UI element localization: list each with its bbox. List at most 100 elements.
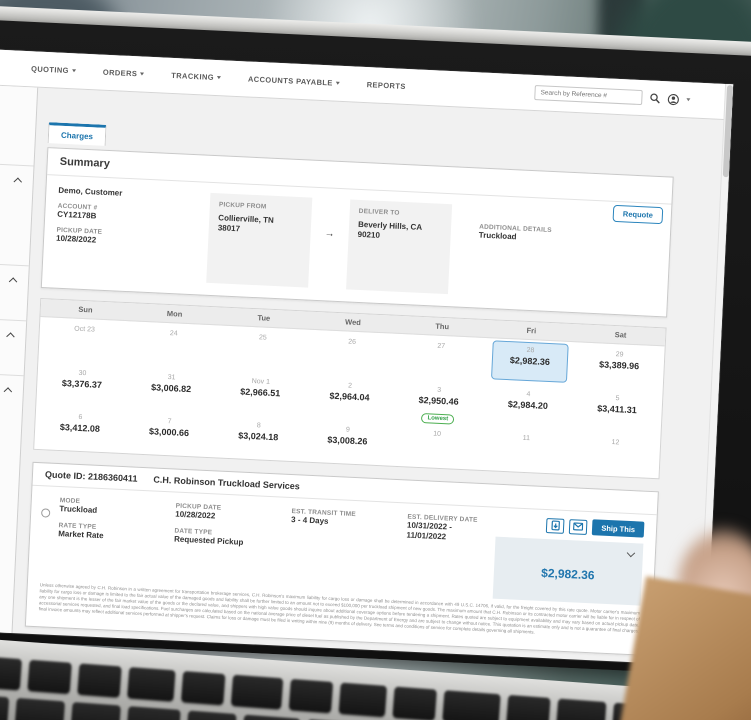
calendar-cell[interactable]: 4 $2,984.20 (482, 382, 573, 431)
page-content: Charges Summary Requote Demo, Customer A… (0, 83, 731, 666)
chevron-up-icon[interactable] (6, 332, 15, 341)
nav-item-quoting[interactable]: QUOTING (31, 64, 76, 75)
nav-item-accounts-payable[interactable]: ACCOUNTS PAYABLE (248, 75, 340, 88)
calendar-cell: 27 (395, 334, 486, 382)
quote-detail-column: EST. TRANSIT TIME 3 - 4 Days (288, 508, 380, 590)
calendar-date: 26 (348, 338, 357, 346)
sidebar-section[interactable] (0, 316, 27, 376)
calendar-date: 10 (433, 430, 442, 438)
quote-details: MODE Truckload RATE TYPE Market Rate PICKUP … (56, 497, 495, 595)
calendar-cell[interactable]: 30 $3,376.37 (36, 361, 127, 410)
quote-radio[interactable] (40, 508, 51, 518)
nav-item-reports[interactable]: REPORTS (366, 80, 405, 91)
deliver-to-box: DELIVER TO Beverly Hills, CA 90210 (346, 199, 453, 295)
keyboard-key (127, 667, 176, 702)
keyboard-key (27, 659, 72, 694)
quote-id: Quote ID: 2186360411 (44, 469, 138, 484)
calendar-cell[interactable]: 28 $2,982.36 (484, 338, 575, 386)
nav-item-label: REPORTS (366, 80, 406, 91)
keyboard-key (126, 706, 181, 720)
keyboard-key (338, 682, 387, 717)
quote-field-value: 10/31/2022 -11/01/2022 (406, 520, 453, 542)
calendar-cell: Oct 23 (38, 317, 129, 365)
calendar-cell[interactable]: 2 $2,964.04 (304, 374, 395, 423)
calendar-cell[interactable]: 3 $2,950.46 Lowest (393, 378, 484, 427)
user-account-icon[interactable] (667, 93, 680, 106)
quote-price-panel: $2,982.36 (492, 536, 644, 606)
calendar-cell[interactable]: 31 $3,006.82 (125, 365, 216, 414)
keyboard-key (14, 697, 65, 720)
keyboard-key (506, 694, 551, 720)
keyboard-key (242, 714, 301, 720)
calendar-cell[interactable]: 5 $3,411.31 (571, 386, 662, 435)
caret-down-icon (71, 69, 76, 73)
calendar-date: Oct 23 (74, 325, 95, 334)
calendar-day-header: Thu (435, 321, 450, 332)
calendar-day-header: Sat (614, 330, 627, 340)
calendar-body: Oct 23 24 25 26 27 28 $2,982.36 29 $3,389.96 30 $3… (34, 317, 665, 478)
email-quote-button[interactable] (569, 518, 588, 535)
lowest-price-badge: Lowest (421, 413, 455, 425)
calendar-cell[interactable]: 6 $3,412.08 (34, 405, 125, 453)
chevron-up-icon[interactable] (13, 177, 22, 187)
keyboard-key (181, 670, 226, 705)
keyboard-key (186, 710, 237, 720)
browser-page: QUOTING ORDERS TRACKING ACCOUNTS PAYABLE REP… (0, 48, 734, 666)
calendar-cell[interactable]: 8 $3,024.18 (213, 413, 304, 461)
caret-down-icon (140, 72, 145, 76)
download-document-button[interactable] (546, 517, 565, 534)
search-icon[interactable] (649, 92, 661, 104)
search-input[interactable] (535, 89, 642, 102)
keyboard-key (442, 690, 501, 720)
pickup-from-label: PICKUP FROM (218, 201, 267, 211)
calendar-day-header: Tue (257, 313, 271, 323)
nav-item-orders[interactable]: ORDERS (103, 68, 145, 79)
quote-card: Quote ID: 2186360411 C.H. Robinson Truck… (24, 461, 659, 657)
calendar-date: 24 (169, 330, 178, 338)
calendar-cell[interactable]: 29 $3,389.96 (573, 342, 664, 390)
main-panel: Charges Summary Requote Demo, Customer A… (12, 88, 731, 666)
calendar-cell[interactable]: 7 $3,000.66 (123, 409, 214, 457)
customer-block: Demo, Customer ACCOUNT # CY12178B PICKUP… (54, 186, 196, 282)
additional-details-block: ADDITIONAL DETAILS Truckload (476, 206, 553, 299)
calendar-date: 27 (437, 342, 446, 351)
ship-this-button[interactable]: Ship This (591, 519, 645, 538)
quote-detail-column: PICKUP DATE 10/28/2022 DATE TYPE Requested … (172, 503, 264, 585)
requote-button[interactable]: Requote (612, 204, 664, 225)
nav-item-label: ACCOUNTS PAYABLE (247, 74, 333, 88)
calendar-cell: 26 (306, 330, 397, 378)
caret-down-icon (216, 76, 222, 80)
calendar-cell[interactable]: Nov 1 $2,966.51 (215, 369, 306, 418)
deliver-to-label: DELIVER TO (358, 207, 400, 217)
tab-charges[interactable]: Charges (47, 122, 107, 146)
calendar-day-header: Wed (344, 317, 362, 328)
quote-detail-column: MODE Truckload RATE TYPE Market Rate (56, 497, 148, 579)
nav-item-tracking[interactable]: TRACKING (171, 70, 222, 82)
chevron-up-icon[interactable] (8, 277, 18, 286)
search-input-wrap (534, 85, 643, 106)
nav-item-label: TRACKING (171, 70, 215, 82)
main-nav: QUOTING ORDERS TRACKING ACCOUNTS PAYABLE REP… (31, 64, 433, 92)
calendar-cell[interactable]: 9 $3,008.26 (302, 418, 393, 466)
document-icon (551, 520, 560, 531)
customer-name: Demo, Customer (58, 185, 123, 198)
sidebar-section[interactable] (0, 161, 34, 266)
calendar-date: 12 (611, 439, 620, 447)
summary-card: Summary Requote Demo, Customer ACCOUNT #… (40, 147, 674, 318)
caret-down-icon (335, 81, 340, 85)
chevron-up-icon[interactable] (3, 387, 13, 396)
keyboard-key (0, 655, 22, 691)
calendar-cell: 10 (391, 422, 482, 470)
user-menu-caret-icon[interactable] (686, 98, 691, 102)
sidebar-section[interactable] (0, 261, 29, 321)
keyboard-key (392, 686, 437, 720)
chevron-down-icon[interactable] (626, 548, 636, 558)
route-arrow-icon: → (324, 228, 335, 240)
quote-actions: Ship This (546, 517, 645, 538)
quote-detail-column: EST. DELIVERY DATE 10/31/2022 -11/01/2022 (404, 514, 496, 596)
calendar-date: 11 (522, 434, 531, 443)
search-area (534, 85, 691, 107)
nav-item-label: QUOTING (30, 64, 70, 76)
calendar-day-header: Fri (526, 325, 537, 336)
keyboard-key (77, 663, 122, 698)
